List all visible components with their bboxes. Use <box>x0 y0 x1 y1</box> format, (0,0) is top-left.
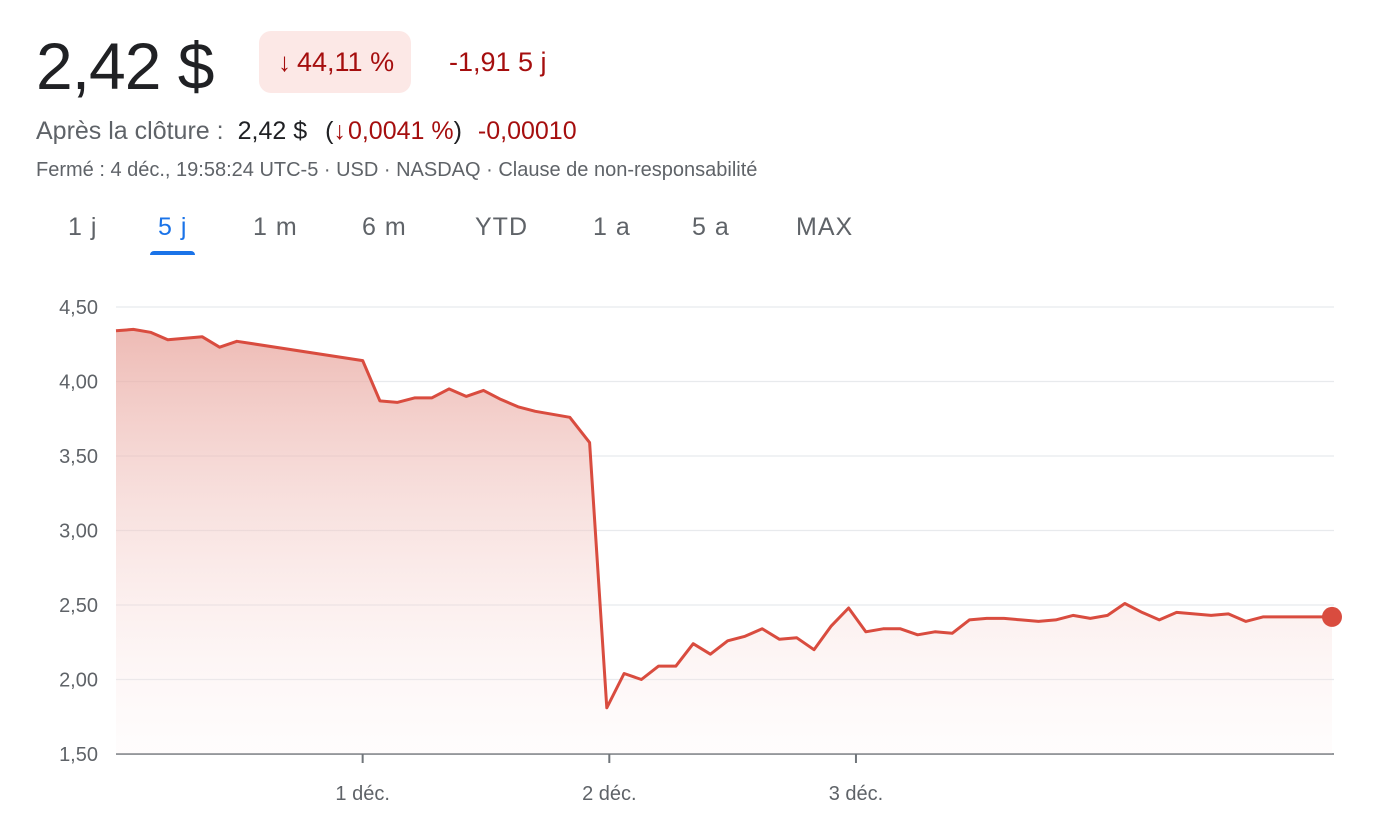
market-status-line: Fermé : 4 déc., 19:58:24 UTC-5 · USD · N… <box>36 159 758 181</box>
x-tick-label: 2 déc. <box>582 783 636 805</box>
price-line <box>115 327 1332 710</box>
y-axis-ticks: 4,50 4,00 3,50 3,00 2,50 2,00 1,50 <box>59 297 98 766</box>
tab-6-months[interactable]: 6 m <box>362 213 407 241</box>
percent-change-badge: ↓ 44,11 % <box>259 31 412 93</box>
tab-1-year[interactable]: 1 a <box>593 213 631 241</box>
after-hours-paren-open: ( <box>325 117 334 145</box>
y-tick-label: 1,50 <box>59 744 98 766</box>
y-tick-label: 4,50 <box>59 297 98 319</box>
current-price: 2,42 $ <box>36 29 214 103</box>
y-tick-label: 3,50 <box>59 446 98 468</box>
absolute-change: -1,91 5 j <box>449 47 547 77</box>
tab-5-years[interactable]: 5 a <box>692 213 730 241</box>
y-tick-label: 3,00 <box>59 521 98 543</box>
y-tick-label: 4,00 <box>59 372 98 394</box>
x-tick-label: 3 déc. <box>829 783 883 805</box>
price-area-fill <box>116 329 1332 754</box>
tab-ytd[interactable]: YTD <box>475 213 528 241</box>
x-tick-label: 1 déc. <box>335 783 389 805</box>
after-hours-percent: 0,0041 % <box>347 117 454 145</box>
percent-change-value: 44,11 % <box>297 46 395 77</box>
tab-max[interactable]: MAX <box>796 213 854 241</box>
after-hours-label: Après la clôture : <box>36 117 224 145</box>
arrow-down-icon: ↓ <box>278 46 291 77</box>
last-price-dot[interactable] <box>1322 606 1342 627</box>
after-hours-row: Après la clôture : 2,42 $ ( ↓ 0,0041 % )… <box>36 113 577 149</box>
y-tick-label: 2,00 <box>59 670 98 692</box>
after-hours-arrow-down-icon: ↓ <box>333 117 346 145</box>
tab-1-day[interactable]: 1 j <box>68 213 98 241</box>
price-chart[interactable]: 4,50 4,00 3,50 3,00 2,50 2,00 1,50 1 déc. 2 déc… <box>0 270 1392 830</box>
tab-5-days[interactable]: 5 j <box>149 205 196 255</box>
after-hours-price: 2,42 $ <box>237 117 308 145</box>
x-axis-ticks: 1 déc. 2 déc. 3 déc. <box>335 754 883 805</box>
y-tick-label: 2,50 <box>59 595 98 617</box>
range-tabs: 1 j 5 j 1 m 6 m YTD 1 a 5 a MAX <box>0 205 900 255</box>
after-hours-paren-close: ) <box>453 117 462 145</box>
after-hours-change: -0,00010 <box>477 117 577 145</box>
tab-1-month[interactable]: 1 m <box>253 213 298 241</box>
